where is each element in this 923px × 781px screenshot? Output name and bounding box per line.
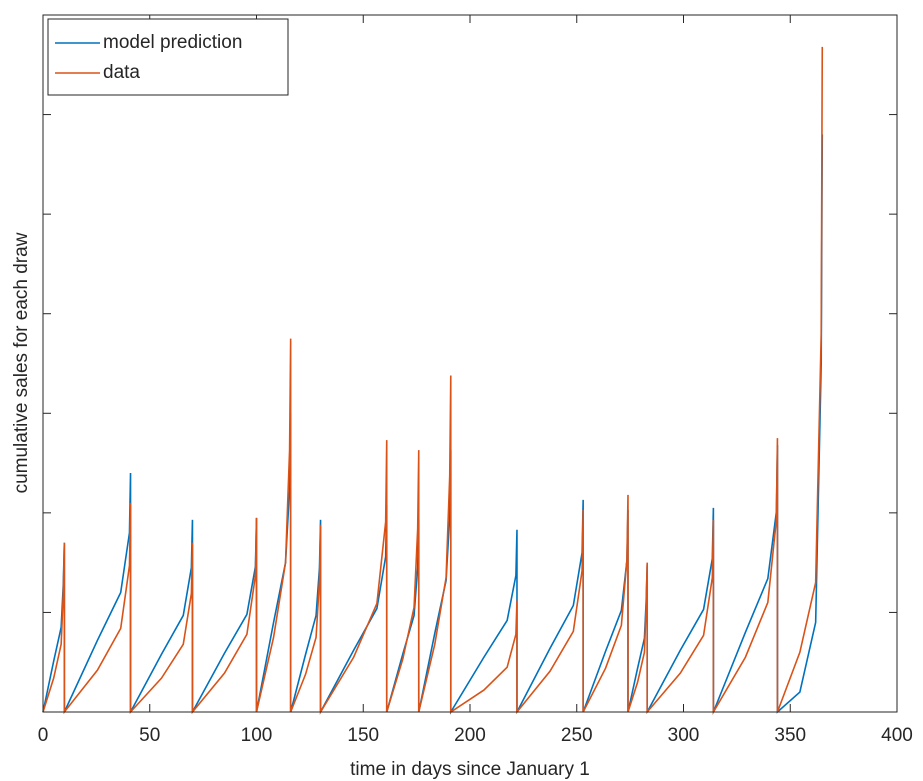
legend-label: model prediction (103, 32, 242, 53)
axes-box (42, 14, 898, 713)
x-tick-label: 300 (668, 725, 700, 746)
x-tick-label: 100 (241, 725, 273, 746)
x-tick-label: 400 (881, 725, 913, 746)
y-axis-label: cumulative sales for each draw (11, 232, 32, 493)
x-tick-label: 200 (454, 725, 486, 746)
line-series (42, 46, 824, 715)
x-axis-label: time in days since January 1 (350, 759, 590, 780)
x-tick-label: 0 (38, 725, 49, 746)
x-tick-label: 150 (347, 725, 379, 746)
x-tick-label: 250 (561, 725, 593, 746)
x-tick-label: 50 (139, 725, 160, 746)
x-tick-label: 350 (774, 725, 806, 746)
legend-box (47, 18, 289, 96)
legend-label: data (103, 62, 140, 83)
plot-area (43, 15, 897, 712)
